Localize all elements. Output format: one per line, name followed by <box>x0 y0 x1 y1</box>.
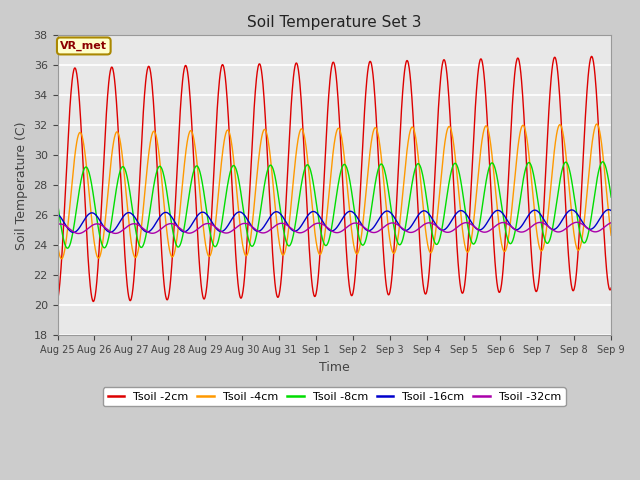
Tsoil -4cm <box>607 232 615 238</box>
Tsoil -2cm <box>177 96 185 102</box>
Tsoil -16cm <box>493 208 500 214</box>
Legend: Tsoil -2cm, Tsoil -4cm, Tsoil -8cm, Tsoil -16cm, Tsoil -32cm: Tsoil -2cm, Tsoil -4cm, Tsoil -8cm, Tsoi… <box>103 387 566 406</box>
Tsoil -16cm <box>542 220 550 226</box>
Tsoil -4cm <box>493 203 500 209</box>
Tsoil -8cm <box>599 159 607 165</box>
Tsoil -8cm <box>607 194 615 200</box>
Line: Tsoil -4cm: Tsoil -4cm <box>58 124 611 259</box>
Tsoil -2cm <box>420 290 428 296</box>
Tsoil -32cm <box>164 221 172 227</box>
Tsoil -2cm <box>588 53 595 59</box>
Tsoil -2cm <box>239 288 247 294</box>
Tsoil -4cm <box>420 219 428 225</box>
Tsoil -4cm <box>164 235 172 240</box>
Tsoil -4cm <box>58 256 66 262</box>
Tsoil -8cm <box>164 194 172 200</box>
Tsoil -4cm <box>593 121 601 127</box>
Tsoil -16cm <box>70 229 77 235</box>
Tsoil -8cm <box>542 239 550 245</box>
Tsoil -2cm <box>54 297 61 303</box>
Tsoil -16cm <box>54 211 61 217</box>
Tsoil -4cm <box>239 244 247 250</box>
Tsoil -16cm <box>420 208 428 214</box>
Tsoil -2cm <box>542 166 550 171</box>
Tsoil -16cm <box>164 210 172 216</box>
Title: Soil Temperature Set 3: Soil Temperature Set 3 <box>247 15 422 30</box>
Tsoil -4cm <box>177 196 185 202</box>
Tsoil -32cm <box>573 219 580 225</box>
Tsoil -32cm <box>54 222 61 228</box>
Tsoil -16cm <box>177 228 185 233</box>
Tsoil -32cm <box>493 222 500 228</box>
Tsoil -8cm <box>420 183 428 189</box>
X-axis label: Time: Time <box>319 360 349 373</box>
Tsoil -4cm <box>542 231 550 237</box>
Tsoil -2cm <box>607 285 615 291</box>
Tsoil -8cm <box>493 173 500 179</box>
Tsoil -2cm <box>493 280 500 286</box>
Tsoil -32cm <box>542 222 550 228</box>
Line: Tsoil -16cm: Tsoil -16cm <box>58 210 611 232</box>
Tsoil -8cm <box>64 245 72 251</box>
Tsoil -8cm <box>239 204 247 210</box>
Tsoil -32cm <box>239 221 247 227</box>
Tsoil -2cm <box>90 299 97 304</box>
Y-axis label: Soil Temperature (C): Soil Temperature (C) <box>15 121 28 250</box>
Tsoil -32cm <box>75 231 83 237</box>
Tsoil -16cm <box>239 211 247 216</box>
Tsoil -8cm <box>177 240 185 245</box>
Line: Tsoil -8cm: Tsoil -8cm <box>58 162 611 248</box>
Tsoil -16cm <box>607 208 615 214</box>
Line: Tsoil -2cm: Tsoil -2cm <box>58 56 611 301</box>
Tsoil -2cm <box>164 297 172 302</box>
Tsoil -32cm <box>607 220 615 226</box>
Text: VR_met: VR_met <box>60 41 108 51</box>
Tsoil -32cm <box>177 226 185 232</box>
Tsoil -32cm <box>420 221 428 227</box>
Tsoil -4cm <box>54 241 61 247</box>
Tsoil -16cm <box>605 207 612 213</box>
Line: Tsoil -32cm: Tsoil -32cm <box>58 222 611 234</box>
Tsoil -8cm <box>54 200 61 205</box>
